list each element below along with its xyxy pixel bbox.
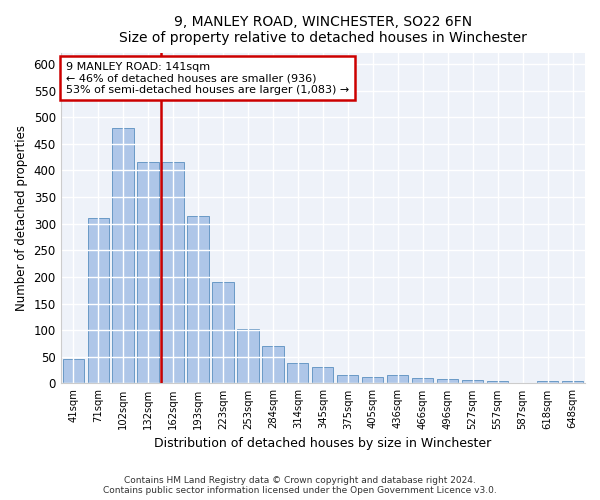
Bar xyxy=(212,282,233,384)
Text: Contains HM Land Registry data © Crown copyright and database right 2024.
Contai: Contains HM Land Registry data © Crown c… xyxy=(103,476,497,495)
Bar xyxy=(238,328,259,384)
Bar xyxy=(487,382,508,384)
Title: 9, MANLEY ROAD, WINCHESTER, SO22 6FN
Size of property relative to detached house: 9, MANLEY ROAD, WINCHESTER, SO22 6FN Siz… xyxy=(119,15,527,45)
Bar xyxy=(537,381,558,384)
Bar xyxy=(187,216,209,384)
X-axis label: Distribution of detached houses by size in Winchester: Distribution of detached houses by size … xyxy=(154,437,491,450)
Bar xyxy=(462,380,483,384)
Bar xyxy=(437,379,458,384)
Bar xyxy=(387,376,409,384)
Bar xyxy=(262,346,284,384)
Bar xyxy=(337,376,358,384)
Y-axis label: Number of detached properties: Number of detached properties xyxy=(15,126,28,312)
Bar xyxy=(62,359,84,384)
Bar xyxy=(362,376,383,384)
Bar xyxy=(287,363,308,384)
Bar xyxy=(88,218,109,384)
Bar xyxy=(163,162,184,384)
Bar xyxy=(112,128,134,384)
Bar xyxy=(562,381,583,384)
Text: 9 MANLEY ROAD: 141sqm
← 46% of detached houses are smaller (936)
53% of semi-det: 9 MANLEY ROAD: 141sqm ← 46% of detached … xyxy=(66,62,349,95)
Bar xyxy=(412,378,433,384)
Bar xyxy=(312,367,334,384)
Bar xyxy=(137,162,158,384)
